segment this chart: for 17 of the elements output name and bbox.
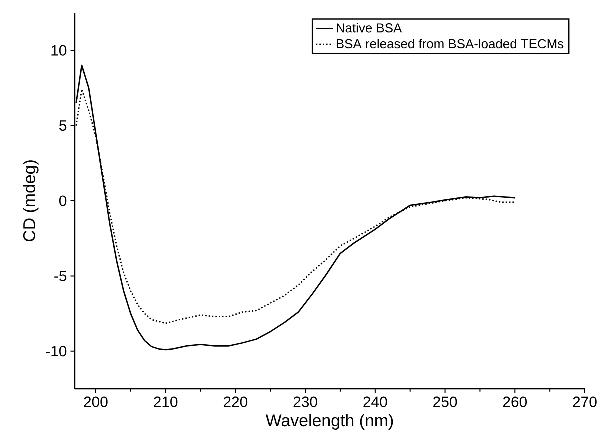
x-tick-label: 240 [364, 396, 388, 408]
x-tick-label: 200 [84, 396, 108, 408]
x-tick-label: 270 [573, 396, 597, 408]
legend-label: Native BSA [337, 23, 402, 33]
y-tick-label: 0 [59, 196, 67, 206]
x-tick-label: 260 [503, 396, 528, 408]
y-tick-label: 10 [52, 45, 67, 56]
x-axis-title: Wavelength (nm) [266, 414, 394, 430]
x-tick-label: 230 [294, 396, 318, 408]
y-tick-label: -5 [54, 270, 67, 282]
x-tick-label: 210 [154, 396, 178, 408]
legend-label: BSA released from BSA-loaded TECMs [337, 39, 564, 49]
y-tick-label: -10 [46, 346, 67, 357]
x-tick-label: 250 [434, 396, 458, 408]
y-axis-title: CD (mdeg) [23, 160, 39, 242]
y-tick-label: 5 [60, 120, 67, 132]
x-tick-label: 220 [224, 396, 248, 408]
